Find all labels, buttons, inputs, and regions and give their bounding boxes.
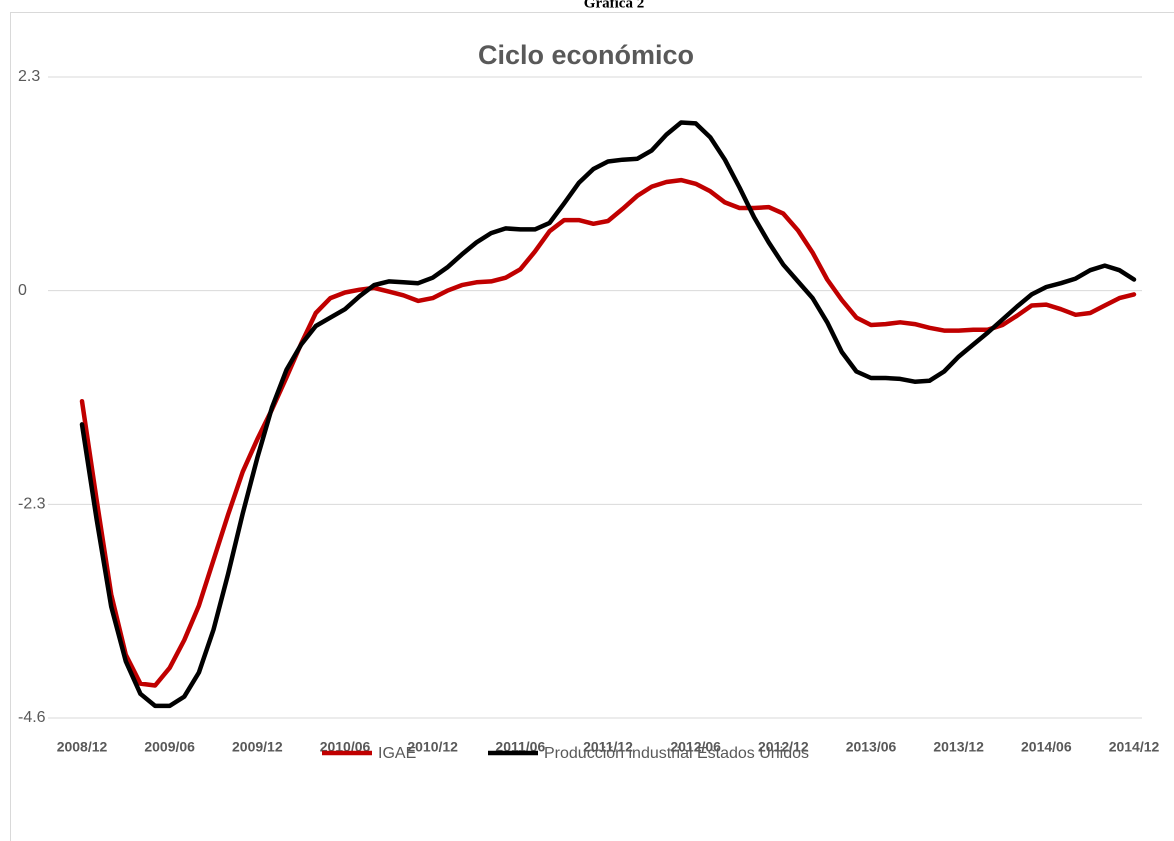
x-tick-label: 2013/06: [846, 739, 897, 755]
x-tick-label: 2012/12: [758, 739, 809, 755]
x-tick-label: 2011/12: [583, 739, 633, 755]
x-tick-label: 2014/06: [1021, 739, 1072, 755]
y-tick-label: -4.6: [18, 709, 46, 726]
x-tick-label: 2012/06: [670, 739, 721, 755]
legend-label: Producción industrial Estados Unidos: [544, 745, 809, 762]
x-tick-label: 2010/12: [407, 739, 458, 755]
x-tick-label: 2009/12: [232, 739, 283, 755]
x-tick-label: 2014/12: [1109, 739, 1160, 755]
y-tick-label: 2.3: [18, 68, 40, 85]
x-tick-label: 2010/06: [320, 739, 371, 755]
line-series: [79, 177, 1137, 688]
line-series: [79, 120, 1137, 709]
chart-title: Ciclo económico: [478, 40, 694, 70]
x-tick-label: 2011/06: [495, 739, 545, 755]
x-tick-label: 2009/06: [144, 739, 195, 755]
y-tick-label: 0: [18, 282, 27, 299]
y-tick-label: -2.3: [18, 496, 46, 513]
x-tick-label: 2013/12: [933, 739, 984, 755]
chart-border: [10, 12, 1174, 841]
x-tick-label: 2008/12: [57, 739, 108, 755]
legend-label: IGAE: [378, 745, 416, 762]
page-header: Gráfica 2: [584, 0, 644, 11]
